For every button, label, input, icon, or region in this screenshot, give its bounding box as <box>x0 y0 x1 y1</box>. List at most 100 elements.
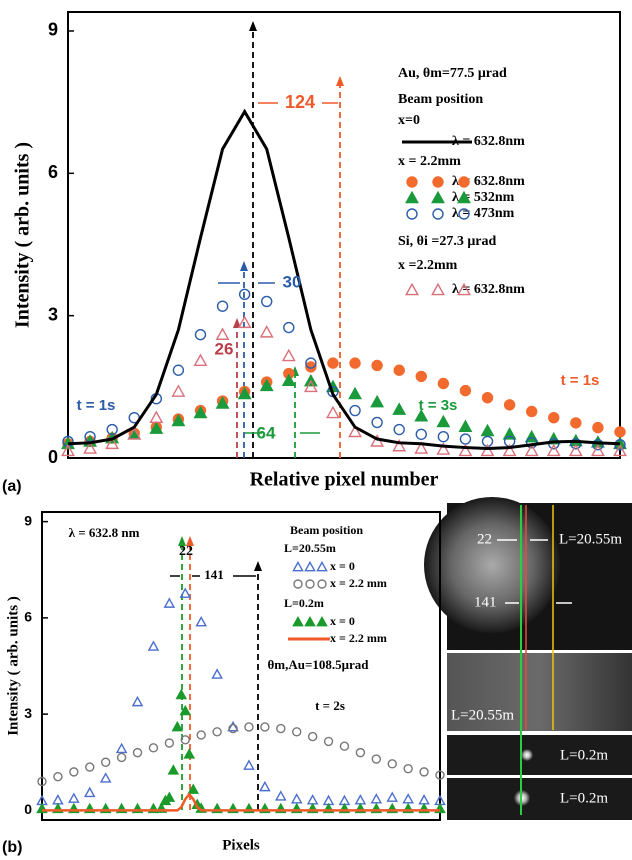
y-tick-label: 0 <box>24 801 32 817</box>
legend-marker <box>406 208 418 220</box>
data-point <box>259 378 274 392</box>
legend-heading: Si, θi =27.3 μrad <box>398 234 497 249</box>
data-point <box>402 793 414 804</box>
data-point <box>187 783 200 794</box>
data-point <box>237 315 252 329</box>
data-point <box>212 727 222 737</box>
legend-marker <box>432 176 444 188</box>
data-point <box>355 747 366 758</box>
legend-marker <box>292 615 304 627</box>
data-point <box>592 439 604 451</box>
data-point <box>68 792 80 803</box>
image-panel <box>447 653 632 731</box>
data-point <box>458 419 473 432</box>
data-point <box>437 430 450 443</box>
data-point <box>283 321 295 334</box>
data-point <box>259 325 274 338</box>
data-point <box>149 410 164 423</box>
legend-label: x = 0 <box>330 559 355 573</box>
data-point <box>290 793 303 804</box>
line <box>42 792 440 812</box>
data-point <box>116 752 127 763</box>
data-point <box>52 794 64 805</box>
data-point <box>243 759 255 770</box>
legend-marker <box>304 560 316 572</box>
data-point <box>132 747 143 758</box>
image-label: L=0.2m <box>560 790 608 806</box>
data-point <box>196 730 206 740</box>
x-axis-label: Relative pixel number <box>250 469 439 491</box>
data-point <box>275 790 287 801</box>
annotation: 22 <box>179 544 193 559</box>
data-point <box>502 443 517 457</box>
y-tick-label: 9 <box>48 20 58 40</box>
data-point <box>179 704 192 716</box>
data-point <box>179 587 192 598</box>
legend-marker <box>458 176 470 188</box>
data-point <box>193 405 208 419</box>
data-point <box>167 764 180 775</box>
legend-marker <box>431 282 445 296</box>
legend-heading: L=0.2m <box>284 596 324 610</box>
arrow-head <box>249 21 257 31</box>
data-point <box>503 399 516 411</box>
legend-heading: x =2.2mm <box>398 258 458 273</box>
data-point <box>393 423 405 436</box>
data-point <box>502 427 517 440</box>
data-point <box>172 364 185 376</box>
legend-label: λ = 632.8nm <box>452 134 525 149</box>
data-point <box>436 442 451 455</box>
data-point <box>100 757 111 767</box>
legend-marker <box>317 579 327 589</box>
data-point <box>216 300 229 312</box>
data-point <box>371 416 383 429</box>
data-point <box>437 377 450 390</box>
legend-label: λ = 632.8nm <box>452 282 525 297</box>
camera-images: 22 141 L=20.55m L=20.55m L=0.2m L=0.2m <box>424 497 632 820</box>
y-axis-label: Intensity ( arb. units ) <box>5 596 21 736</box>
data-point <box>53 771 63 782</box>
data-point <box>387 759 397 769</box>
legend-heading: Au, θm=77.5 μrad <box>398 66 507 81</box>
chart: 0 3 6 9 Pixels Intensity ( arb. units ) x = 0 x… <box>5 511 446 853</box>
y-tick-label: 6 <box>48 162 58 182</box>
data-point <box>339 741 350 751</box>
arrow-head <box>336 76 344 86</box>
legend-heading: x = 2.2mm <box>398 154 461 169</box>
data-point <box>613 443 627 457</box>
data-point <box>349 404 361 417</box>
annotation: t = 2s <box>315 698 345 713</box>
data-point <box>403 763 413 774</box>
plot-frame <box>41 511 441 821</box>
data-point <box>194 328 207 341</box>
legend-heading: x=0 <box>398 113 420 128</box>
data-point <box>175 688 188 700</box>
data-point <box>392 438 407 452</box>
data-point <box>568 443 583 457</box>
data-point <box>306 794 319 805</box>
arrow-head <box>178 536 186 546</box>
data-point <box>349 357 361 369</box>
data-point <box>546 443 561 457</box>
data-point <box>305 361 317 373</box>
legend-marker <box>431 190 445 204</box>
legend-marker <box>292 560 304 572</box>
x-axis-label: Pixels <box>222 837 260 853</box>
legend-marker <box>458 208 470 220</box>
data-point <box>303 379 318 393</box>
data-point <box>548 411 560 424</box>
data-point <box>348 386 362 400</box>
annotation: t = 1s <box>77 397 116 414</box>
line <box>67 108 621 451</box>
image-label: 141 <box>474 594 497 610</box>
image-label: 22 <box>477 531 492 547</box>
data-point <box>180 735 190 745</box>
panel-label: (a) <box>2 478 22 495</box>
data-point <box>195 616 207 627</box>
data-point <box>415 428 427 440</box>
data-point <box>69 767 79 777</box>
data-point <box>414 409 429 422</box>
data-point <box>99 772 112 783</box>
y-tick-label: 3 <box>48 304 58 324</box>
data-point <box>261 295 273 308</box>
